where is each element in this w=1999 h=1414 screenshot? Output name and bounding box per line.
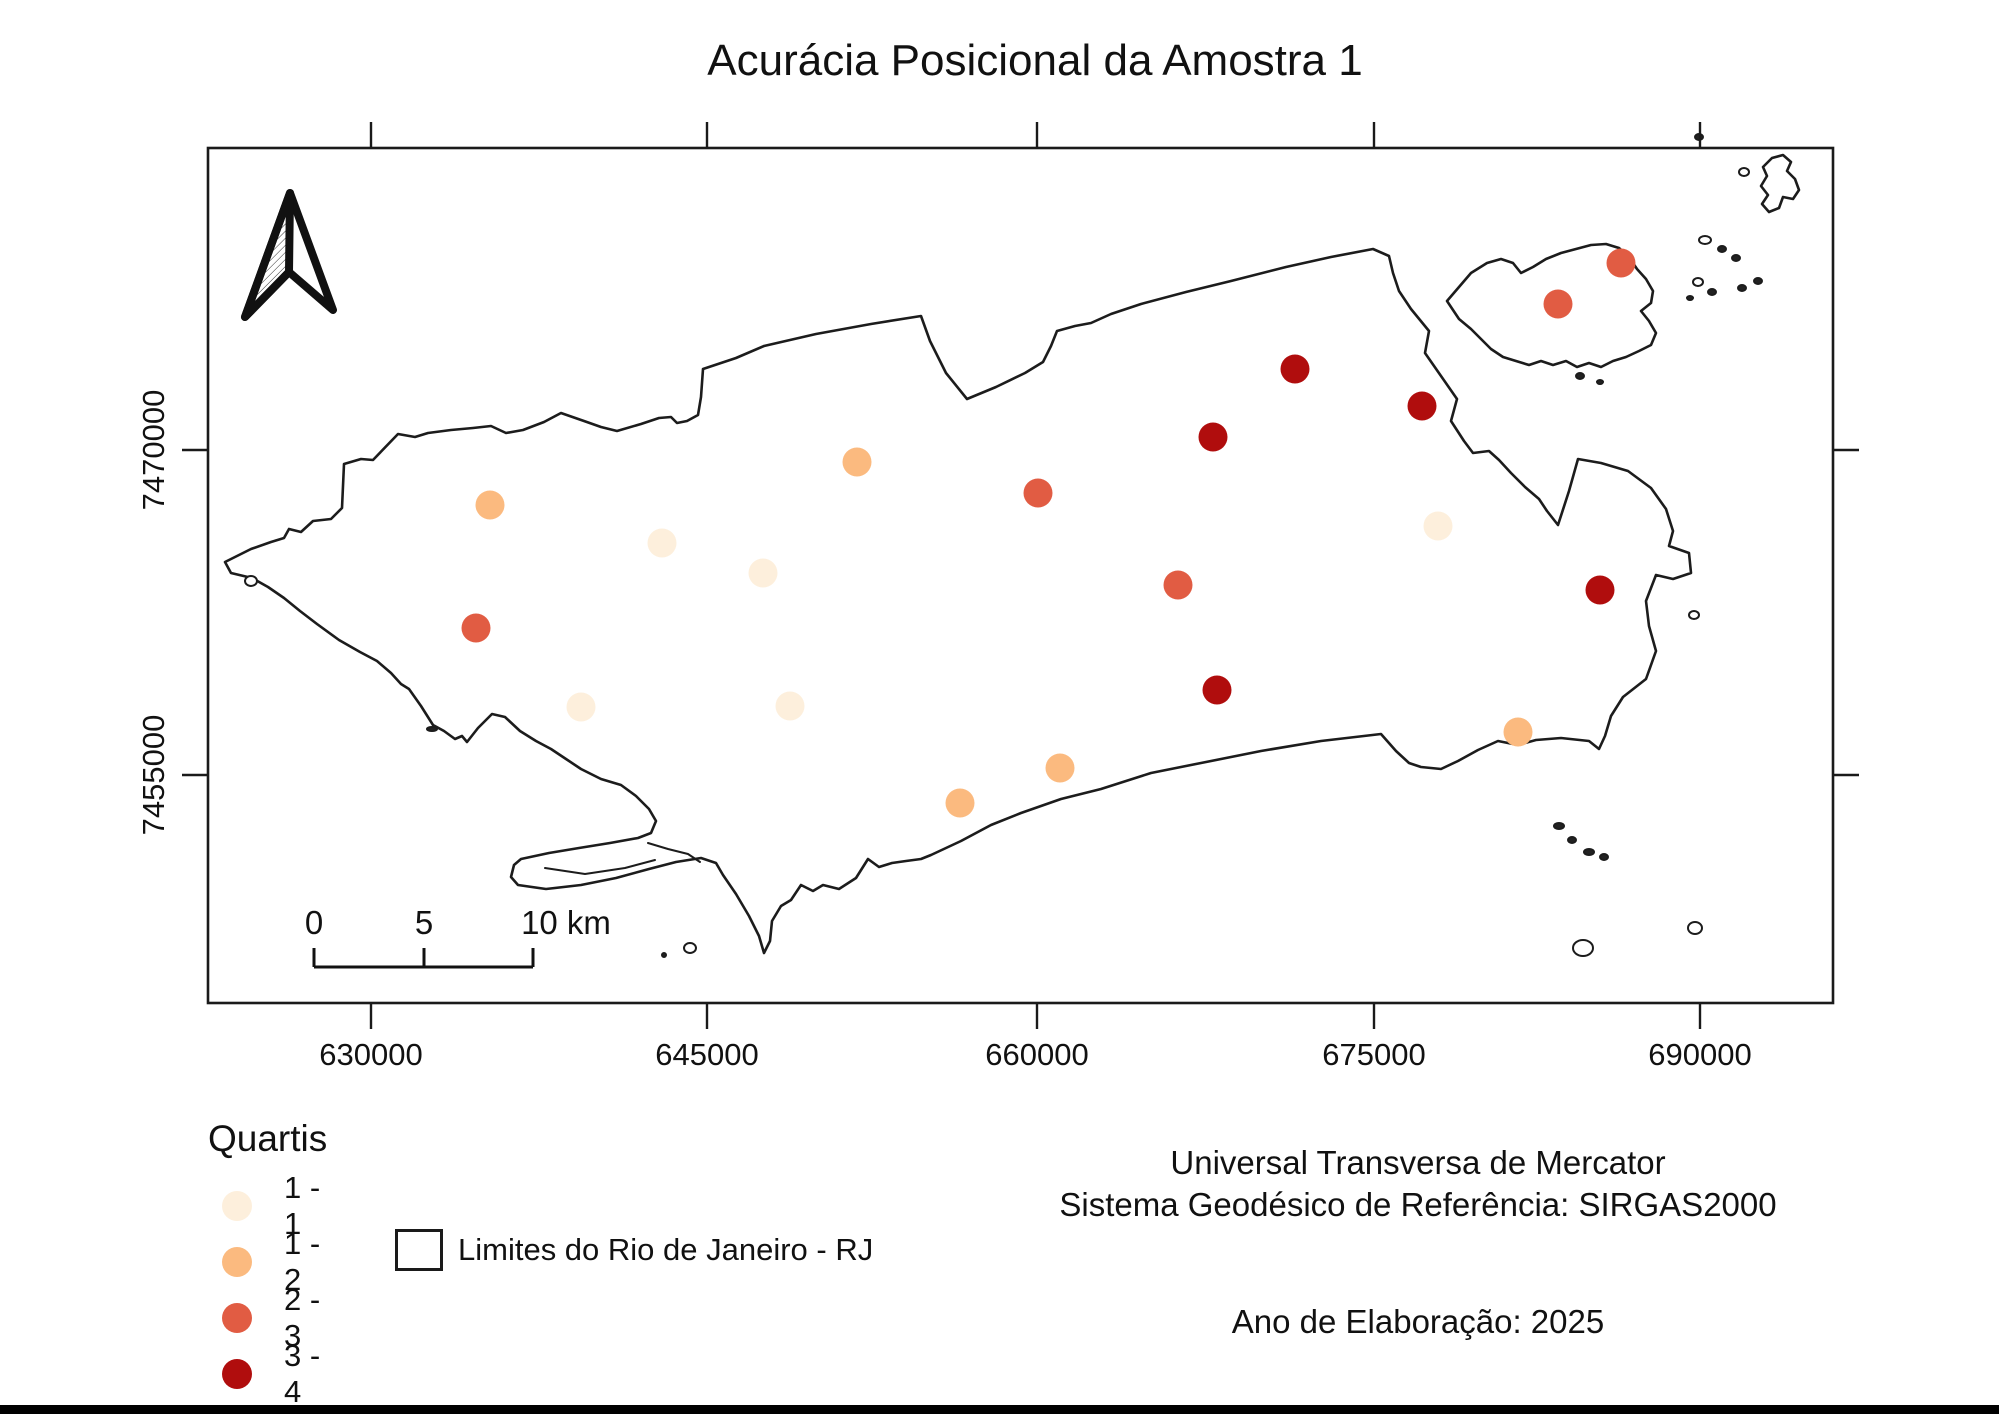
legend-class-label: 1 - 1: [284, 1170, 321, 1241]
sample-point: [475, 490, 505, 520]
scale-bar-labels: 0 5 10 km: [305, 904, 611, 941]
sample-point: [461, 613, 491, 643]
sample-point: [1023, 478, 1053, 508]
map-title: Acurácia Posicional da Amostra 1: [707, 36, 1363, 85]
credits-datum: Sistema Geodésico de Referência: SIRGAS2…: [1059, 1186, 1777, 1224]
sample-point: [1407, 391, 1437, 421]
legend-class-dot-icon: [222, 1191, 252, 1221]
scale-bar: [312, 948, 535, 969]
x-tick-label: 630000: [319, 1037, 422, 1072]
governador-island-outline: [1445, 242, 1658, 369]
lagoon-detail-line: [544, 842, 701, 875]
sample-point: [842, 447, 872, 477]
x-tick-label: 675000: [1322, 1037, 1425, 1072]
credits-year: Ano de Elaboração: 2025: [1231, 1303, 1605, 1341]
sample-point: [1045, 753, 1075, 783]
sample-point: [1280, 354, 1310, 384]
x-tick-label: 660000: [985, 1037, 1088, 1072]
legend-row: 1 - 2: [222, 1226, 327, 1297]
bottom-divider-bar: [0, 1405, 1999, 1414]
legend-row: 3 - 4: [222, 1338, 327, 1409]
sample-point: [1163, 570, 1193, 600]
sample-point: [1503, 717, 1533, 747]
legend-class-dot-icon: [222, 1303, 252, 1333]
x-tick-label: 645000: [655, 1037, 758, 1072]
sample-point: [1606, 248, 1636, 278]
paqueta-island-outline: [1759, 153, 1801, 214]
legend-title: Quartis: [208, 1118, 328, 1159]
scale-bar-label: 5: [415, 904, 433, 941]
sample-point: [566, 692, 596, 722]
sample-point: [647, 528, 677, 558]
legend-class-label: 2 - 3: [284, 1282, 321, 1353]
legend-row: 1 - 1: [222, 1170, 327, 1241]
y-tick-label: 7455000: [136, 715, 171, 836]
axis-ticks-layer: 630000 645000 660000 675000 690000 7470000 745…: [136, 122, 1859, 1072]
legend-class-label: 3 - 4: [284, 1338, 321, 1409]
scale-bar-label: 0: [305, 904, 323, 941]
legend-class-dot-icon: [222, 1247, 252, 1277]
rio-boundary-layer: [223, 153, 1801, 955]
sample-point: [1585, 575, 1615, 605]
credits-projection: Universal Transversa de Mercator: [1170, 1144, 1666, 1181]
legend-row: 2 - 3: [222, 1282, 327, 1353]
sample-point: [1423, 511, 1453, 541]
legend-boundary-entry: Limites do Rio de Janeiro - RJ: [395, 1229, 873, 1271]
sample-point: [1543, 289, 1573, 319]
credits-block: Universal Transversa de Mercator Sistema…: [1059, 1142, 1776, 1344]
legend-class-label: 1 - 2: [284, 1226, 321, 1297]
rio-mainland-outline: [223, 247, 1693, 955]
north-arrow-icon: [241, 189, 337, 321]
boundary-swatch-icon: [395, 1229, 443, 1271]
sample-points-layer: [461, 248, 1636, 818]
sample-point: [775, 691, 805, 721]
sample-point: [1198, 422, 1228, 452]
map-frame: [206, 146, 1835, 1005]
sample-point: [945, 788, 975, 818]
sample-point: [1202, 675, 1232, 705]
legend-class-dot-icon: [222, 1359, 252, 1389]
boundary-label: Limites do Rio de Janeiro - RJ: [458, 1232, 874, 1267]
y-tick-label: 7470000: [136, 390, 171, 511]
islets-layer: [244, 133, 1763, 958]
scale-bar-label: 10 km: [521, 904, 611, 941]
sample-point: [748, 558, 778, 588]
x-tick-label: 690000: [1648, 1037, 1751, 1072]
